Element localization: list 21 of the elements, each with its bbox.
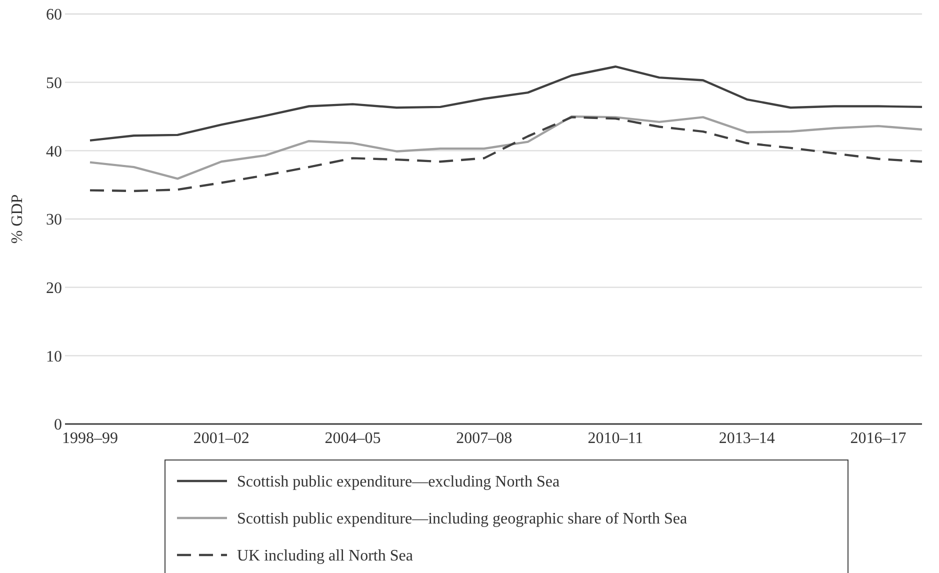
line-series	[88, 115, 924, 180]
y-tick-label: 30	[46, 212, 62, 229]
x-tick-label: 2016–17	[850, 430, 906, 447]
legend-label: Scottish public expenditure—including geographic share of North Sea	[237, 510, 688, 528]
x-tick-label: 2007–08	[456, 430, 512, 447]
x-tick-label: 1998–99	[62, 430, 118, 447]
y-tick-label: 20	[46, 280, 62, 297]
x-tick-label: 2010–11	[588, 430, 644, 447]
y-tick-label: 10	[46, 348, 62, 366]
line-series	[88, 116, 924, 192]
y-tick-label: 0	[54, 416, 62, 434]
legend-label: UK including all North Sea	[237, 548, 413, 565]
legend-label: Scottish public expenditure—excluding North Sea	[237, 474, 560, 491]
y-tick-label: 40	[46, 143, 62, 160]
y-axis-title: % GDP	[9, 194, 26, 244]
x-tick-label: 2013–14	[718, 430, 775, 447]
x-tick-label: 2001–02	[193, 430, 250, 447]
y-tick-label: 50	[46, 74, 62, 92]
line-series	[88, 66, 924, 142]
x-tick-label: 2004–05	[324, 430, 381, 447]
y-tick-label: 60	[46, 6, 62, 24]
